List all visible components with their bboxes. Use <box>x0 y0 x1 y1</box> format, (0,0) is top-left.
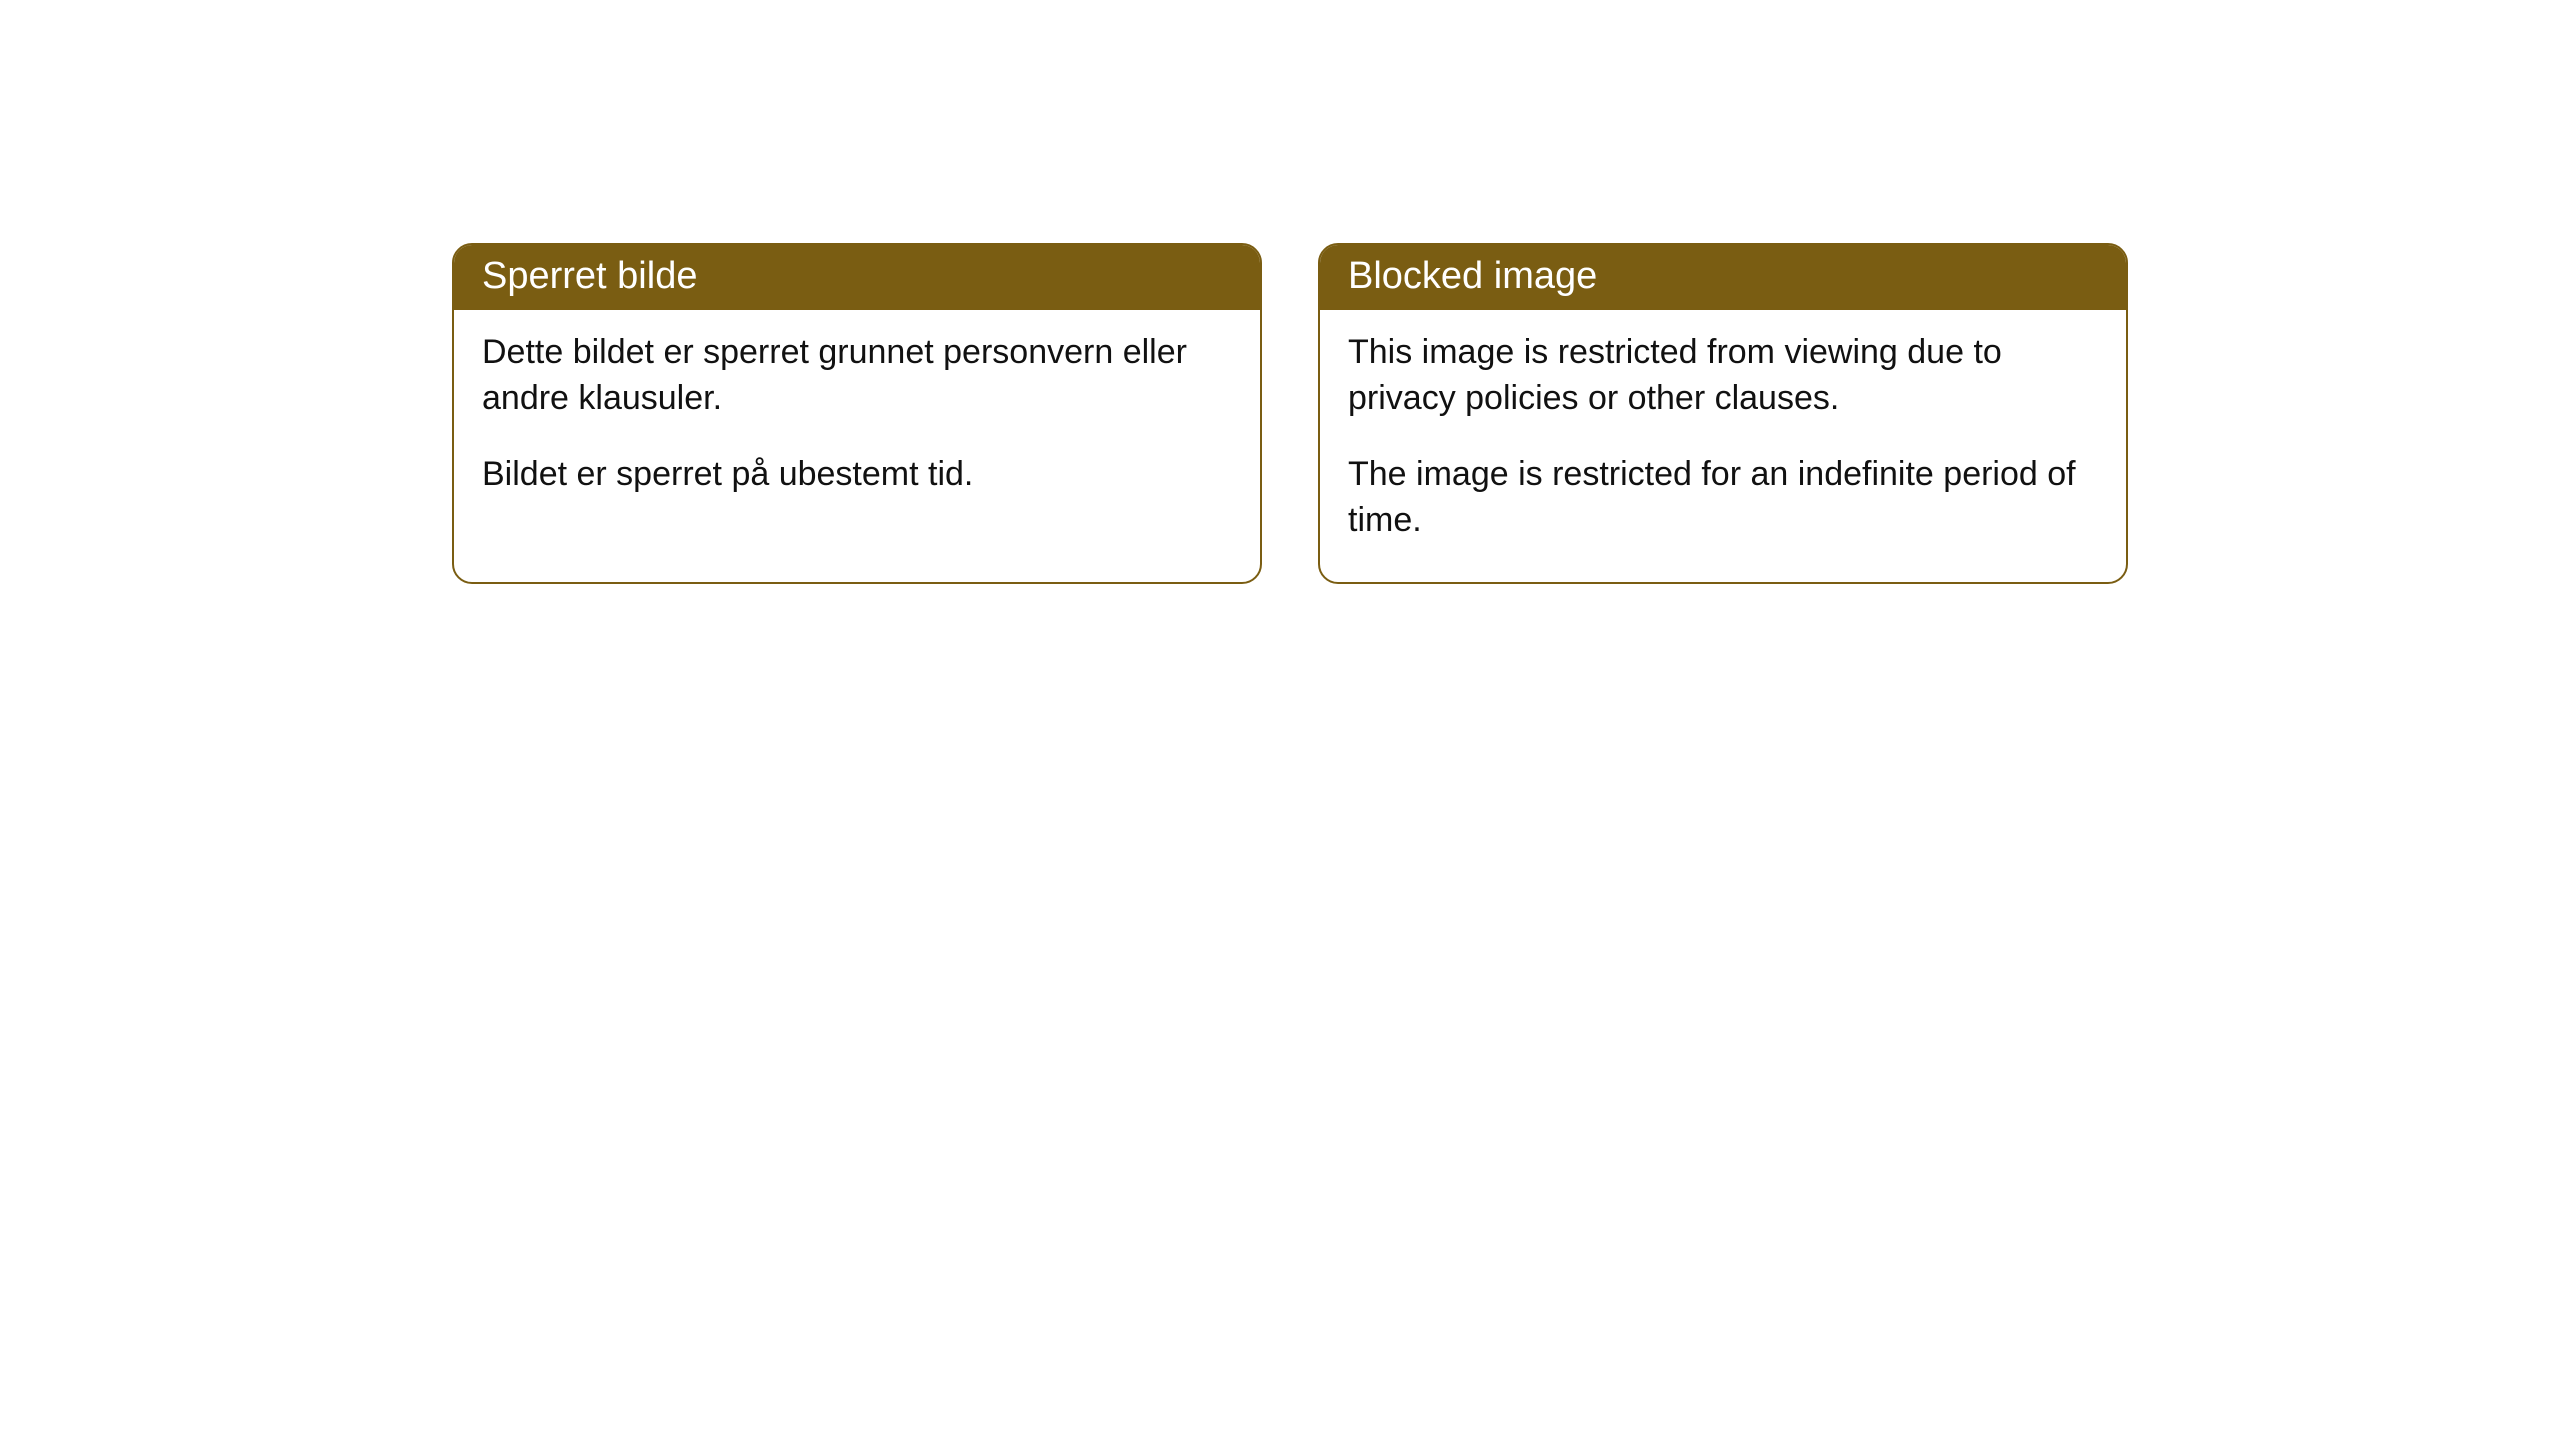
card-title: Sperret bilde <box>454 245 1260 310</box>
notice-card-norwegian: Sperret bilde Dette bildet er sperret gr… <box>452 243 1262 584</box>
card-title: Blocked image <box>1320 245 2126 310</box>
notice-cards-container: Sperret bilde Dette bildet er sperret gr… <box>0 0 2560 584</box>
card-paragraph: Bildet er sperret på ubestemt tid. <box>482 452 1232 498</box>
card-paragraph: This image is restricted from viewing du… <box>1348 330 2098 422</box>
card-paragraph: Dette bildet er sperret grunnet personve… <box>482 330 1232 422</box>
card-paragraph: The image is restricted for an indefinit… <box>1348 452 2098 544</box>
card-body: This image is restricted from viewing du… <box>1320 310 2126 582</box>
notice-card-english: Blocked image This image is restricted f… <box>1318 243 2128 584</box>
card-body: Dette bildet er sperret grunnet personve… <box>454 310 1260 536</box>
